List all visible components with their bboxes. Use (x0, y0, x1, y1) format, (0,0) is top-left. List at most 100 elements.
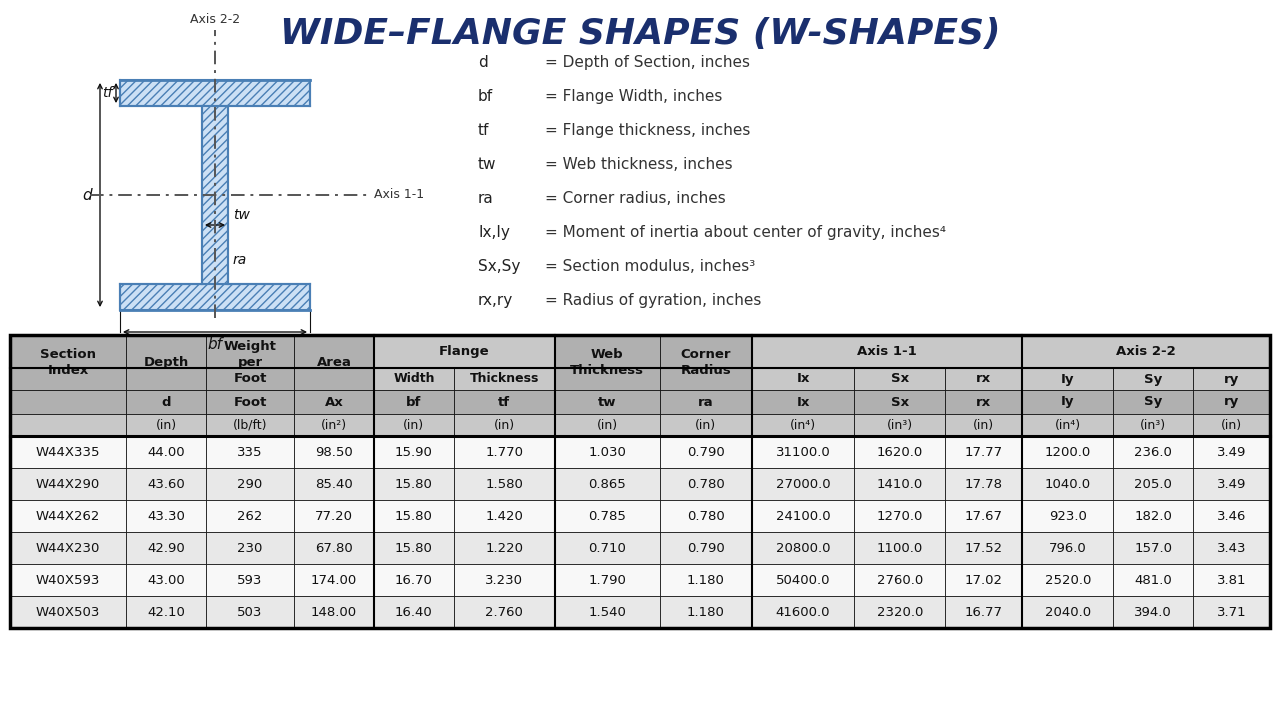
Bar (659, 500, 753, 532)
Text: (in³): (in³) (1140, 418, 1166, 431)
Bar (10, 414, 127, 436)
Text: 98.50: 98.50 (315, 446, 353, 459)
Bar (753, 532, 854, 564)
Text: 1270.0: 1270.0 (877, 510, 923, 523)
Text: 43.30: 43.30 (147, 510, 186, 523)
Text: = Corner radius, inches: = Corner radius, inches (545, 191, 726, 206)
Text: 0.790: 0.790 (687, 541, 724, 554)
Bar (753, 500, 854, 532)
Text: W40X503: W40X503 (36, 606, 100, 618)
Text: ra: ra (698, 395, 714, 408)
Text: 20800.0: 20800.0 (776, 541, 831, 554)
Text: 157.0: 157.0 (1134, 541, 1172, 554)
Text: 796.0: 796.0 (1048, 541, 1087, 554)
Bar (120, 80, 310, 106)
Bar (206, 390, 294, 414)
Text: 481.0: 481.0 (1134, 574, 1172, 587)
Text: 44.00: 44.00 (147, 446, 184, 459)
Text: Flange: Flange (439, 345, 490, 358)
Bar (1023, 335, 1270, 368)
Bar (554, 596, 659, 628)
Text: 15.80: 15.80 (396, 477, 433, 490)
Bar (1023, 532, 1114, 564)
Text: = Moment of inertia about center of gravity, inches⁴: = Moment of inertia about center of grav… (545, 225, 946, 240)
Bar (454, 436, 554, 468)
Text: 1.790: 1.790 (589, 574, 626, 587)
Bar (1193, 596, 1270, 628)
Bar (1114, 532, 1193, 564)
Text: (in³): (in³) (887, 418, 913, 431)
Text: tw: tw (233, 208, 250, 222)
Bar (120, 284, 310, 310)
Bar (202, 106, 228, 284)
Text: (in): (in) (596, 418, 618, 431)
Text: bf: bf (406, 395, 421, 408)
Text: bf: bf (207, 337, 223, 352)
Bar (854, 368, 945, 390)
Text: 1.030: 1.030 (589, 446, 626, 459)
Bar (454, 532, 554, 564)
Bar (753, 596, 854, 628)
Bar (374, 564, 454, 596)
Bar (753, 335, 1023, 368)
Text: 17.67: 17.67 (965, 510, 1002, 523)
Bar (659, 596, 753, 628)
Text: tw: tw (598, 395, 617, 408)
Bar (1023, 564, 1114, 596)
Text: 335: 335 (237, 446, 262, 459)
Bar (1193, 414, 1270, 436)
Bar (1023, 436, 1114, 468)
Text: 1.180: 1.180 (687, 574, 724, 587)
Text: Foot: Foot (233, 395, 266, 408)
Bar (206, 390, 294, 414)
Text: 16.77: 16.77 (965, 606, 1002, 618)
Text: 17.02: 17.02 (965, 574, 1002, 587)
Bar (206, 532, 294, 564)
Bar (127, 390, 206, 414)
Bar (1193, 532, 1270, 564)
Text: 1.580: 1.580 (485, 477, 524, 490)
Text: 43.60: 43.60 (147, 477, 186, 490)
Text: Iy: Iy (1061, 395, 1074, 408)
Text: Depth: Depth (143, 356, 188, 369)
Bar (659, 335, 753, 390)
Bar (753, 368, 854, 390)
Text: 1620.0: 1620.0 (877, 446, 923, 459)
Bar (1193, 468, 1270, 500)
Bar (854, 468, 945, 500)
Text: = Radius of gyration, inches: = Radius of gyration, inches (545, 293, 762, 308)
Text: Ix: Ix (796, 395, 810, 408)
Text: 3.46: 3.46 (1217, 510, 1247, 523)
Bar (10, 390, 127, 414)
Text: 31100.0: 31100.0 (776, 446, 831, 459)
Text: = Flange thickness, inches: = Flange thickness, inches (545, 123, 750, 138)
Bar (1193, 436, 1270, 468)
Text: W40X593: W40X593 (36, 574, 100, 587)
Bar (554, 532, 659, 564)
Text: = Flange Width, inches: = Flange Width, inches (545, 89, 722, 104)
Text: tf: tf (101, 86, 113, 100)
Text: d: d (82, 187, 92, 202)
Text: rx: rx (977, 372, 991, 385)
Bar (454, 368, 554, 390)
Bar (10, 335, 1270, 628)
Text: (in): (in) (1221, 418, 1242, 431)
Text: 1.420: 1.420 (485, 510, 524, 523)
Text: Axis 2-2: Axis 2-2 (1116, 345, 1176, 358)
Bar (374, 335, 554, 368)
Bar (554, 564, 659, 596)
Text: 205.0: 205.0 (1134, 477, 1172, 490)
Bar (294, 414, 374, 436)
Bar (554, 390, 659, 414)
Text: WIDE–FLANGE SHAPES (W-SHAPES): WIDE–FLANGE SHAPES (W-SHAPES) (280, 17, 1000, 51)
Bar (659, 468, 753, 500)
Text: ry: ry (1224, 372, 1239, 385)
Bar (10, 468, 127, 500)
Bar (554, 436, 659, 468)
Bar (127, 436, 206, 468)
Text: 174.00: 174.00 (311, 574, 357, 587)
Text: Corner
Radius: Corner Radius (681, 348, 731, 377)
Text: Section
Index: Section Index (40, 348, 96, 377)
Bar (945, 564, 1023, 596)
Text: 923.0: 923.0 (1048, 510, 1087, 523)
